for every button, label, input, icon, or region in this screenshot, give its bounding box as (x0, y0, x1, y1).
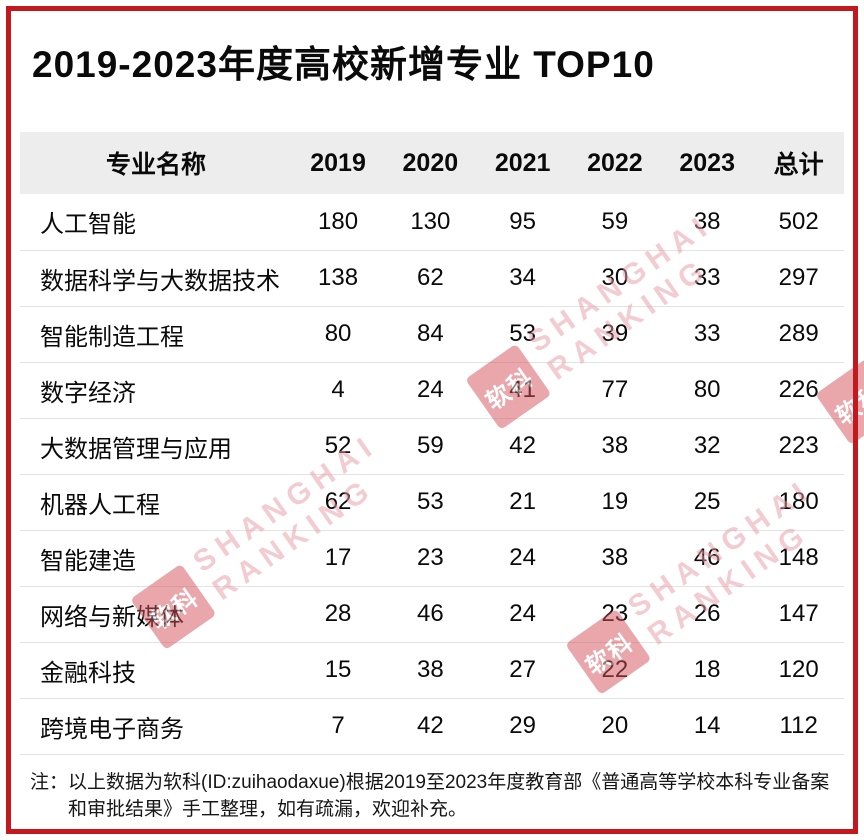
table-row: 数据科学与大数据技术 138 62 34 30 33 297 (20, 250, 844, 307)
value-cell: 34 (476, 250, 569, 307)
value-cell: 21 (476, 474, 569, 531)
table-row: 跨境电子商务 7 42 29 20 14 112 (20, 698, 844, 755)
footnote: 注： 以上数据为软科(ID:zuihaodaxue)根据2019至2023年度教… (30, 769, 836, 823)
column-header-2020: 2020 (384, 132, 477, 194)
value-cell: 95 (476, 194, 569, 251)
column-header-total: 总计 (753, 132, 844, 194)
value-cell: 32 (661, 418, 754, 475)
value-cell: 502 (753, 194, 844, 251)
value-cell: 19 (568, 474, 662, 531)
value-cell: 53 (384, 474, 477, 531)
major-name-cell: 数据科学与大数据技术 (20, 250, 292, 307)
value-cell: 33 (661, 250, 754, 307)
footnote-text: 以上数据为软科(ID:zuihaodaxue)根据2019至2023年度教育部《… (68, 771, 830, 820)
value-cell: 30 (568, 250, 662, 307)
table-row: 人工智能 180 130 95 59 38 502 (20, 194, 844, 251)
value-cell: 38 (384, 642, 477, 699)
value-cell: 52 (291, 418, 385, 475)
value-cell: 147 (753, 586, 844, 643)
value-cell: 80 (291, 306, 385, 363)
value-cell: 41 (476, 362, 569, 419)
value-cell: 42 (384, 698, 477, 755)
value-cell: 4 (291, 362, 385, 419)
value-cell: 120 (753, 642, 844, 699)
value-cell: 38 (661, 194, 754, 251)
footnote-prefix: 注： (30, 771, 69, 793)
table-row: 大数据管理与应用 52 59 42 38 32 223 (20, 418, 844, 475)
value-cell: 23 (568, 586, 662, 643)
major-name-cell: 智能建造 (20, 530, 292, 587)
value-cell: 38 (568, 530, 662, 587)
value-cell: 148 (753, 530, 844, 587)
value-cell: 138 (291, 250, 385, 307)
value-cell: 7 (291, 698, 385, 755)
value-cell: 180 (753, 474, 844, 531)
value-cell: 59 (568, 194, 662, 251)
table-row: 机器人工程 62 53 21 19 25 180 (20, 474, 844, 531)
page-title: 2019-2023年度高校新增专业 TOP10 (32, 44, 655, 85)
value-cell: 17 (291, 530, 385, 587)
value-cell: 130 (384, 194, 477, 251)
value-cell: 24 (476, 586, 569, 643)
value-cell: 62 (384, 250, 477, 307)
value-cell: 28 (291, 586, 385, 643)
value-cell: 20 (568, 698, 662, 755)
value-cell: 15 (291, 642, 385, 699)
value-cell: 33 (661, 306, 754, 363)
major-name-cell: 跨境电子商务 (20, 698, 292, 755)
value-cell: 180 (291, 194, 385, 251)
major-name-cell: 数字经济 (20, 362, 292, 419)
value-cell: 23 (384, 530, 477, 587)
value-cell: 80 (661, 362, 754, 419)
value-cell: 297 (753, 250, 844, 307)
new-majors-table: 专业名称 2019 2020 2021 2022 2023 总计 人工智能 180… (20, 132, 844, 755)
major-name-cell: 人工智能 (20, 194, 292, 251)
value-cell: 38 (568, 418, 662, 475)
value-cell: 223 (753, 418, 844, 475)
table-row: 数字经济 4 24 41 77 80 226 (20, 362, 844, 419)
table-header-row: 专业名称 2019 2020 2021 2022 2023 总计 (20, 132, 844, 194)
value-cell: 27 (476, 642, 569, 699)
major-name-cell: 金融科技 (20, 642, 292, 699)
table-row: 智能制造工程 80 84 53 39 33 289 (20, 306, 844, 363)
column-header-2022: 2022 (568, 132, 662, 194)
value-cell: 24 (384, 362, 477, 419)
value-cell: 53 (476, 306, 569, 363)
table-row: 金融科技 15 38 27 22 18 120 (20, 642, 844, 699)
value-cell: 25 (661, 474, 754, 531)
column-header-2021: 2021 (476, 132, 569, 194)
value-cell: 39 (568, 306, 662, 363)
column-header-2019: 2019 (291, 132, 385, 194)
table-row: 智能建造 17 23 24 38 46 148 (20, 530, 844, 587)
major-name-cell: 智能制造工程 (20, 306, 292, 363)
value-cell: 14 (661, 698, 754, 755)
value-cell: 24 (476, 530, 569, 587)
value-cell: 46 (661, 530, 754, 587)
value-cell: 84 (384, 306, 477, 363)
value-cell: 62 (291, 474, 385, 531)
major-name-cell: 机器人工程 (20, 474, 292, 531)
column-header-major-name: 专业名称 (20, 132, 292, 194)
value-cell: 42 (476, 418, 569, 475)
value-cell: 22 (568, 642, 662, 699)
value-cell: 29 (476, 698, 569, 755)
table-row: 网络与新媒体 28 46 24 23 26 147 (20, 586, 844, 643)
value-cell: 18 (661, 642, 754, 699)
value-cell: 289 (753, 306, 844, 363)
value-cell: 26 (661, 586, 754, 643)
value-cell: 46 (384, 586, 477, 643)
major-name-cell: 网络与新媒体 (20, 586, 292, 643)
value-cell: 77 (568, 362, 662, 419)
column-header-2023: 2023 (661, 132, 754, 194)
value-cell: 226 (753, 362, 844, 419)
value-cell: 112 (753, 698, 844, 755)
value-cell: 59 (384, 418, 477, 475)
major-name-cell: 大数据管理与应用 (20, 418, 292, 475)
